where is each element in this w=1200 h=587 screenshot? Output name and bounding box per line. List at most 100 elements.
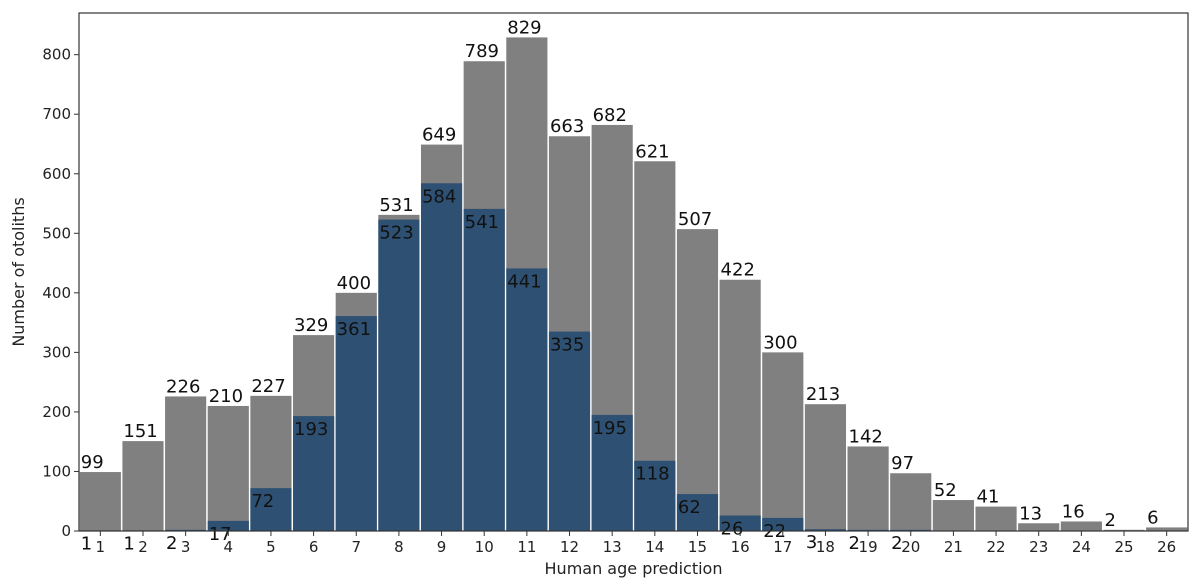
bar-correct-16 [719, 515, 761, 531]
bar-total-23 [1018, 523, 1060, 531]
bar-correct-5 [250, 488, 292, 531]
data-label-correct-3: 2 [166, 533, 177, 554]
data-labels-group: 9911511226221017227723291934003615315236… [81, 17, 1159, 554]
y-tick-label-400: 400 [42, 284, 71, 302]
data-label-correct-14: 118 [635, 464, 669, 485]
y-tick-label-200: 200 [42, 403, 71, 421]
data-label-correct-15: 62 [678, 497, 701, 518]
x-axis-label: Human age prediction [545, 559, 723, 578]
x-tick-label-25: 25 [1114, 538, 1133, 556]
bar-total-4 [207, 405, 249, 531]
x-tick-label-1: 1 [96, 538, 106, 556]
data-label-correct-12: 335 [550, 335, 584, 356]
x-tick-label-2: 2 [138, 538, 148, 556]
data-label-correct-20: 2 [891, 533, 902, 554]
bar-correct-17 [762, 517, 804, 531]
data-label-total-17: 300 [763, 332, 797, 353]
x-tick-label-9: 9 [437, 538, 447, 556]
x-tick-label-13: 13 [603, 538, 622, 556]
x-tick-label-18: 18 [816, 538, 835, 556]
data-label-total-22: 41 [976, 487, 999, 508]
bar-total-21 [932, 500, 974, 531]
y-tick-label-500: 500 [42, 224, 71, 242]
data-label-total-5: 227 [251, 376, 285, 397]
data-label-total-2: 151 [123, 421, 157, 442]
x-tick-label-12: 12 [560, 538, 579, 556]
data-label-correct-9: 584 [422, 186, 456, 207]
data-label-total-15: 507 [678, 209, 712, 230]
bar-total-15 [676, 229, 719, 531]
bar-correct-4 [207, 520, 249, 531]
x-tick-label-6: 6 [309, 538, 319, 556]
y-tick-label-100: 100 [42, 462, 71, 480]
x-tick-label-22: 22 [987, 538, 1006, 556]
y-tick-label-300: 300 [42, 343, 71, 361]
bar-correct-7 [335, 316, 377, 531]
data-label-total-3: 226 [166, 376, 200, 397]
data-label-correct-8: 523 [379, 223, 413, 244]
data-label-correct-7: 361 [337, 319, 371, 340]
data-label-total-8: 531 [379, 195, 413, 216]
x-tick-label-20: 20 [901, 538, 920, 556]
bar-correct-10 [463, 208, 505, 531]
x-tick-label-26: 26 [1157, 538, 1176, 556]
y-tick-label-600: 600 [42, 165, 71, 183]
x-tick-label-17: 17 [773, 538, 792, 556]
data-label-correct-1: 1 [81, 533, 92, 554]
x-tick-label-5: 5 [266, 538, 276, 556]
data-label-total-18: 213 [806, 384, 840, 405]
data-label-total-23: 13 [1019, 503, 1042, 524]
bar-correct-18 [804, 529, 847, 531]
bar-correct-8 [378, 219, 420, 531]
data-label-total-16: 422 [721, 260, 755, 281]
x-tick-label-4: 4 [224, 538, 234, 556]
x-tick-label-15: 15 [688, 538, 707, 556]
y-axis-label: Number of otoliths [9, 197, 28, 346]
x-tick-label-11: 11 [517, 538, 536, 556]
data-label-total-24: 16 [1062, 501, 1085, 522]
bar-correct-11 [506, 268, 548, 531]
y-tick-label-800: 800 [42, 46, 71, 64]
bar-total-2 [122, 441, 164, 531]
bar-correct-14 [634, 460, 676, 531]
data-label-correct-5: 72 [251, 491, 274, 512]
data-label-correct-10: 541 [465, 212, 499, 233]
bar-total-26 [1146, 527, 1188, 531]
y-tick-label-0: 0 [61, 522, 71, 540]
data-label-total-26: 6 [1147, 507, 1158, 528]
bar-correct-12 [548, 331, 591, 531]
total-bars-group [79, 37, 1188, 532]
correct-bars-group [79, 183, 932, 531]
y-axis: 0 100 200 300 400 500 600 700 800 [42, 46, 79, 540]
bar-total-24 [1060, 521, 1102, 531]
data-label-correct-19: 2 [849, 533, 860, 554]
x-tick-label-19: 19 [859, 538, 878, 556]
data-label-correct-16: 26 [721, 519, 744, 540]
data-label-total-20: 97 [891, 453, 914, 474]
bar-correct-15 [676, 494, 719, 531]
x-tick-label-23: 23 [1029, 538, 1048, 556]
data-label-total-19: 142 [849, 426, 883, 447]
data-label-correct-11: 441 [507, 271, 541, 292]
data-label-total-14: 621 [635, 141, 669, 162]
plot-frame [78, 12, 1189, 532]
data-label-total-9: 649 [422, 125, 456, 146]
x-tick-label-8: 8 [394, 538, 404, 556]
x-tick-label-3: 3 [181, 538, 191, 556]
bar-correct-9 [420, 183, 463, 531]
bar-total-18 [804, 404, 847, 531]
data-label-total-10: 789 [465, 41, 499, 62]
x-tick-label-16: 16 [731, 538, 750, 556]
bar-total-20 [890, 473, 932, 531]
bar-total-19 [847, 446, 889, 531]
bar-correct-13 [591, 414, 633, 531]
x-tick-label-7: 7 [351, 538, 361, 556]
bar-total-22 [975, 506, 1017, 531]
bar-correct-6 [293, 416, 335, 531]
data-label-total-12: 663 [550, 116, 584, 137]
x-axis: 1 2 3 4 5 6 7 8 9 10 11 12 13 14 15 16 17 18 19 20 21 22 23 24 2… [96, 531, 1176, 556]
data-label-total-4: 210 [209, 386, 243, 407]
data-label-correct-18: 3 [806, 532, 817, 553]
data-label-total-21: 52 [934, 480, 957, 501]
